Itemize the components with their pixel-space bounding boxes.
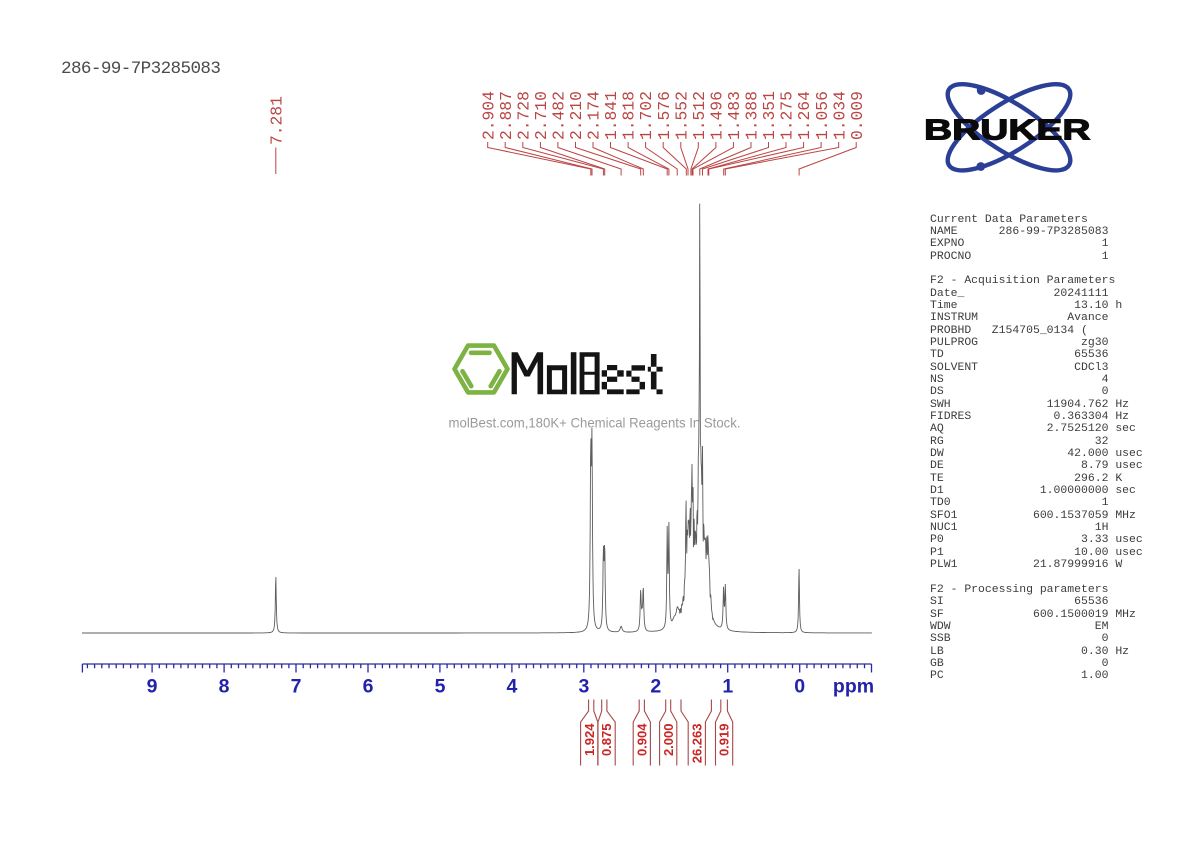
svg-text:5: 5 [435, 676, 446, 698]
svg-text:ppm: ppm [833, 676, 874, 698]
svg-text:0.919: 0.919 [717, 724, 732, 757]
svg-text:2.887: 2.887 [497, 91, 516, 140]
svg-text:9: 9 [147, 676, 158, 698]
svg-text:1.483: 1.483 [725, 91, 744, 140]
svg-text:1.924: 1.924 [582, 723, 597, 756]
svg-text:molBest.com,180K+ Chemical Rea: molBest.com,180K+ Chemical Reagents In S… [449, 416, 741, 431]
svg-text:6: 6 [363, 676, 374, 698]
svg-text:1.351: 1.351 [760, 91, 779, 140]
svg-text:BRUKER: BRUKER [924, 115, 1091, 147]
svg-text:2.482: 2.482 [550, 91, 569, 140]
svg-text:1.702: 1.702 [637, 91, 656, 140]
svg-text:2.904: 2.904 [479, 91, 498, 140]
svg-text:1.841: 1.841 [602, 91, 621, 140]
svg-text:2: 2 [650, 676, 661, 698]
svg-text:26.263: 26.263 [689, 724, 704, 764]
svg-text:2.174: 2.174 [585, 91, 604, 140]
svg-text:2.000: 2.000 [661, 724, 676, 757]
svg-text:2.210: 2.210 [567, 91, 586, 140]
svg-text:1.576: 1.576 [655, 91, 674, 140]
svg-text:1.264: 1.264 [795, 91, 814, 140]
svg-text:0.875: 0.875 [599, 724, 614, 757]
svg-text:1.496: 1.496 [708, 91, 727, 140]
svg-text:1: 1 [722, 676, 733, 698]
svg-text:8: 8 [219, 676, 230, 698]
svg-text:1.388: 1.388 [743, 91, 762, 140]
svg-text:1.034: 1.034 [830, 91, 849, 140]
svg-text:4: 4 [506, 676, 517, 698]
svg-text:1.512: 1.512 [690, 91, 709, 140]
svg-text:1.818: 1.818 [620, 91, 639, 140]
svg-text:7.281: 7.281 [267, 96, 286, 145]
svg-text:2.728: 2.728 [514, 91, 533, 140]
svg-text:0.904: 0.904 [634, 723, 649, 756]
svg-text:0.009: 0.009 [848, 91, 867, 140]
svg-text:1.552: 1.552 [672, 91, 691, 140]
svg-text:1.275: 1.275 [778, 91, 797, 140]
svg-text:3: 3 [578, 676, 589, 698]
svg-text:1.056: 1.056 [813, 91, 832, 140]
svg-text:0: 0 [794, 676, 805, 698]
svg-text:2.710: 2.710 [532, 91, 551, 140]
svg-text:7: 7 [291, 676, 302, 698]
